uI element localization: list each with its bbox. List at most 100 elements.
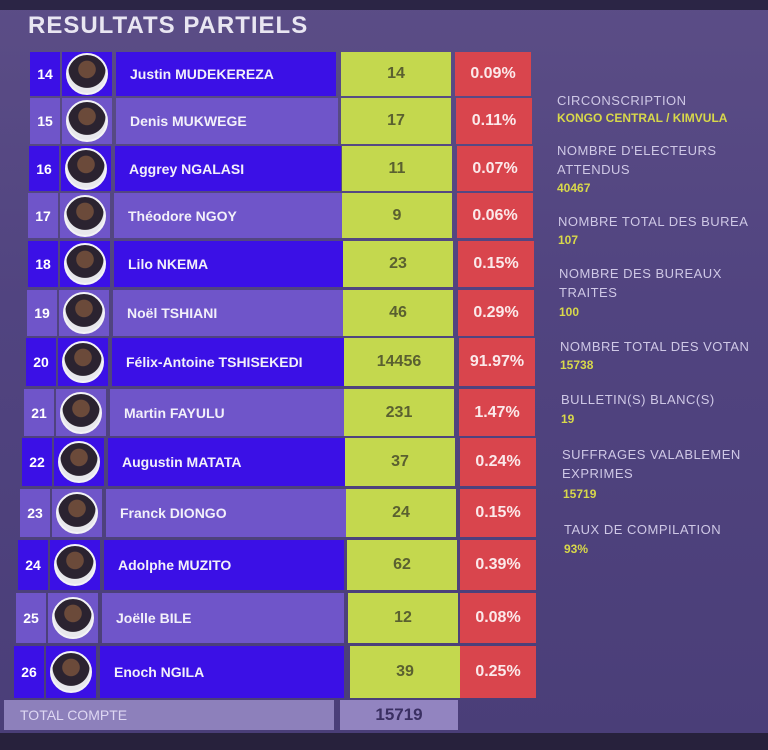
candidate-number: 15 xyxy=(30,98,60,144)
table-row: 15 Denis MUKWEGE 17 0.11% xyxy=(30,98,532,144)
table-row: 17 Théodore NGOY 9 0.06% xyxy=(28,193,533,238)
table-row: 20 Félix-Antoine TSHISEKEDI 14456 91.97% xyxy=(26,338,535,386)
vote-percentage: 0.39% xyxy=(460,540,536,590)
table-row: 22 Augustin MATATA 37 0.24% xyxy=(22,438,536,486)
table-row: 18 Lilo NKEMA 23 0.15% xyxy=(28,241,534,287)
table-row: 21 Martin FAYULU 231 1.47% xyxy=(24,389,535,436)
avatar xyxy=(58,441,100,483)
stat-label: NOMBRE TOTAL DES VOTAN xyxy=(560,339,750,354)
stat-label: SUFFRAGES VALABLEMEN EXPRIMES xyxy=(562,447,741,481)
bottom-frame-edge xyxy=(0,733,768,750)
vote-count: 14 xyxy=(341,52,451,96)
avatar xyxy=(50,651,92,693)
candidate-photo xyxy=(50,540,100,590)
avatar xyxy=(64,194,106,237)
candidate-name: Adolphe MUZITO xyxy=(104,540,344,590)
vote-count: 17 xyxy=(341,98,451,144)
vote-count: 12 xyxy=(348,593,458,643)
vote-percentage: 0.11% xyxy=(456,98,532,144)
candidate-name: Aggrey NGALASI xyxy=(115,146,341,191)
vote-count: 23 xyxy=(343,241,453,287)
stat-value: 107 xyxy=(558,233,579,247)
stat-label: NOMBRE D'ELECTEURS ATTENDUS xyxy=(557,143,717,177)
candidate-number: 21 xyxy=(24,389,54,436)
vote-count: 9 xyxy=(342,193,452,238)
page-title: RESULTATS PARTIELS xyxy=(28,12,309,39)
vote-count: 231 xyxy=(344,389,454,436)
candidate-number: 22 xyxy=(22,438,52,486)
candidate-photo xyxy=(46,646,96,698)
vote-count: 37 xyxy=(345,438,455,486)
candidate-photo xyxy=(52,489,102,537)
vote-count: 11 xyxy=(342,146,452,191)
stat-label: CIRCONSCRIPTION xyxy=(557,93,687,108)
candidate-name: Justin MUDEKEREZA xyxy=(116,52,336,96)
vote-count: 39 xyxy=(350,646,460,698)
candidate-name: Joëlle BILE xyxy=(102,593,344,643)
avatar xyxy=(65,147,107,190)
candidate-number: 14 xyxy=(30,52,60,96)
stat-value: 15719 xyxy=(563,487,597,501)
vote-percentage: 0.15% xyxy=(460,489,536,537)
total-label: TOTAL COMPTE xyxy=(4,700,334,730)
avatar xyxy=(66,53,108,95)
vote-count: 14456 xyxy=(344,338,454,386)
avatar xyxy=(60,391,102,434)
vote-percentage: 0.06% xyxy=(457,193,533,238)
table-row: 16 Aggrey NGALASI 11 0.07% xyxy=(29,146,533,191)
candidate-photo xyxy=(54,438,104,486)
vote-percentage: 0.24% xyxy=(460,438,536,486)
top-frame-edge xyxy=(0,0,768,10)
avatar xyxy=(62,341,104,383)
candidate-name: Lilo NKEMA xyxy=(114,241,344,287)
candidate-number: 25 xyxy=(16,593,46,643)
vote-percentage: 91.97% xyxy=(459,338,535,386)
candidate-photo xyxy=(61,146,111,191)
vote-count: 62 xyxy=(347,540,457,590)
candidate-name: Augustin MATATA xyxy=(108,438,346,486)
table-row: 24 Adolphe MUZITO 62 0.39% xyxy=(18,540,536,590)
avatar xyxy=(66,100,108,142)
stat-value: 40467 xyxy=(557,181,591,195)
vote-percentage: 0.25% xyxy=(460,646,536,698)
vote-percentage: 0.15% xyxy=(458,241,534,287)
stat-label: TAUX DE COMPILATION xyxy=(564,522,722,537)
candidate-photo xyxy=(60,193,110,238)
stat-value: 93% xyxy=(564,542,589,556)
candidate-number: 20 xyxy=(26,338,56,386)
candidate-name: Noël TSHIANI xyxy=(113,290,345,336)
candidate-name: Enoch NGILA xyxy=(100,646,344,698)
vote-percentage: 0.29% xyxy=(458,290,534,336)
avatar xyxy=(54,544,96,586)
vote-percentage: 1.47% xyxy=(459,389,535,436)
avatar xyxy=(64,243,106,285)
candidate-name: Franck DIONGO xyxy=(106,489,346,537)
table-row: 14 Justin MUDEKEREZA 14 0.09% xyxy=(30,52,531,96)
candidate-name: Denis MUKWEGE xyxy=(116,98,338,144)
stat-label: BULLETIN(S) BLANC(S) xyxy=(561,392,715,407)
candidate-photo xyxy=(60,241,110,287)
vote-percentage: 0.08% xyxy=(460,593,536,643)
stat-label: NOMBRE TOTAL DES BUREA xyxy=(558,214,749,229)
stat-value: 100 xyxy=(559,305,580,319)
total-value: 15719 xyxy=(340,700,458,730)
candidate-photo xyxy=(59,290,109,336)
stat-label: NOMBRE DES BUREAUX TRAITES xyxy=(559,266,722,300)
candidate-photo xyxy=(62,98,112,144)
avatar xyxy=(52,597,94,639)
candidate-photo xyxy=(58,338,108,386)
stat-value: 15738 xyxy=(560,358,594,372)
candidate-photo xyxy=(62,52,112,96)
candidate-number: 17 xyxy=(28,193,58,238)
avatar xyxy=(56,492,98,534)
vote-percentage: 0.07% xyxy=(457,146,533,191)
candidate-name: Théodore NGOY xyxy=(114,193,342,238)
candidate-photo xyxy=(48,593,98,643)
table-row: 19 Noël TSHIANI 46 0.29% xyxy=(27,290,534,336)
candidate-name: Martin FAYULU xyxy=(110,389,346,436)
candidate-photo xyxy=(56,389,106,436)
table-row: 23 Franck DIONGO 24 0.15% xyxy=(20,489,536,537)
candidate-number: 16 xyxy=(29,146,59,191)
candidate-name: Félix-Antoine TSHISEKEDI xyxy=(112,338,346,386)
